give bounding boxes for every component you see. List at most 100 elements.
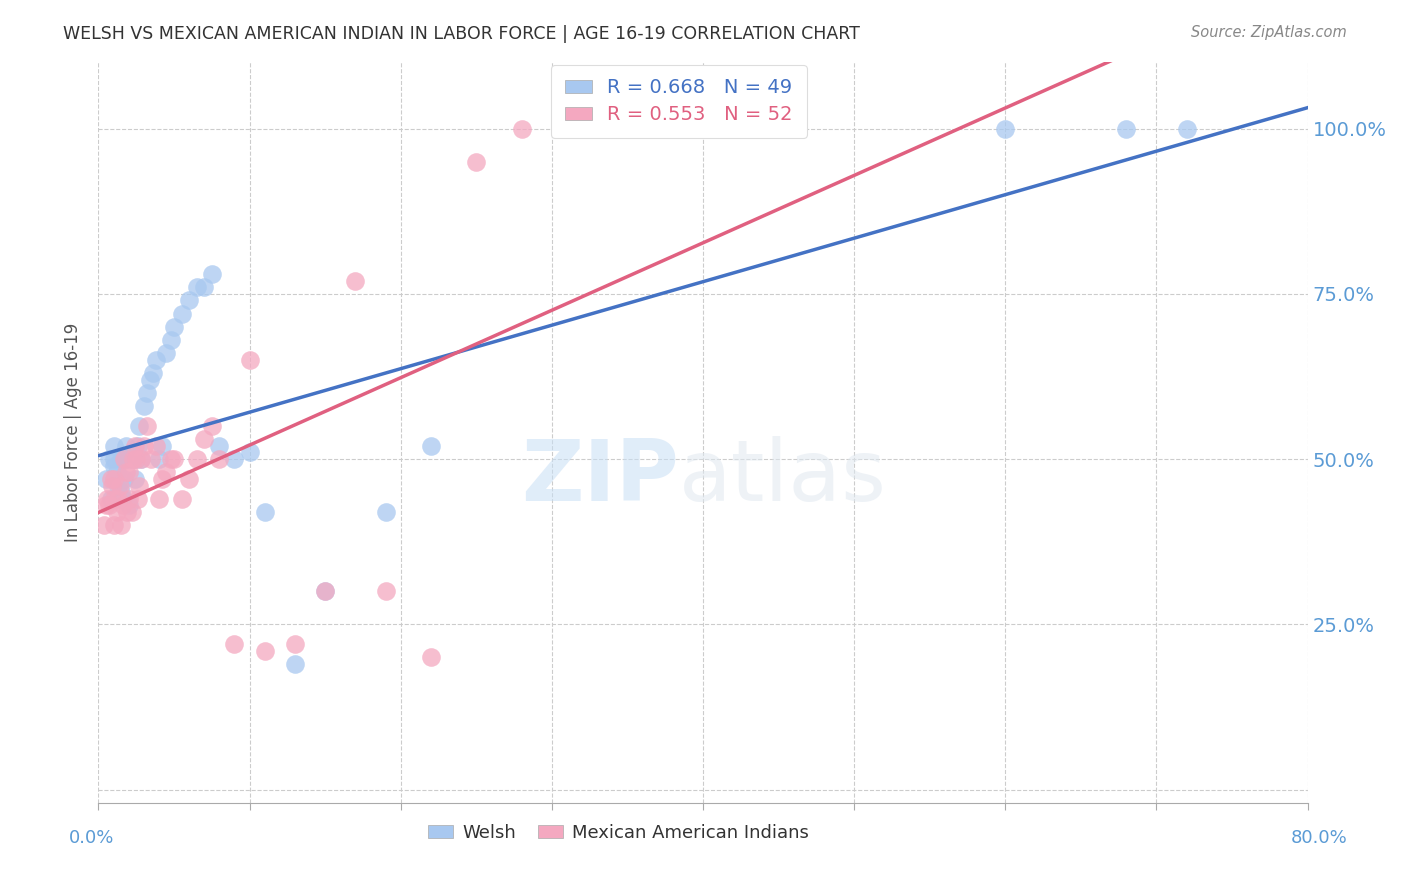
Point — [94, 499, 117, 513]
Y-axis label: In Labor Force | Age 16-19: In Labor Force | Age 16-19 — [65, 323, 83, 542]
Point — [114, 452, 136, 467]
Point — [118, 499, 141, 513]
Point — [122, 452, 145, 467]
Point — [122, 452, 145, 467]
Text: 80.0%: 80.0% — [1291, 829, 1347, 847]
Point — [125, 452, 148, 467]
Point — [193, 280, 215, 294]
Point — [155, 465, 177, 479]
Point — [201, 419, 224, 434]
Point — [253, 505, 276, 519]
Point — [145, 352, 167, 367]
Point — [114, 465, 136, 479]
Point — [150, 439, 173, 453]
Point — [129, 452, 152, 467]
Point — [100, 491, 122, 506]
Point — [224, 637, 246, 651]
Point — [284, 657, 307, 671]
Point — [128, 478, 150, 492]
Point — [110, 452, 132, 467]
Point — [163, 452, 186, 467]
Point — [103, 439, 125, 453]
Point — [208, 452, 231, 467]
Point — [103, 518, 125, 533]
Point — [107, 491, 129, 506]
Point — [186, 452, 208, 467]
Point — [148, 452, 170, 467]
Point — [103, 472, 125, 486]
Point — [163, 319, 186, 334]
Point — [103, 458, 125, 473]
Point — [100, 472, 122, 486]
Point — [160, 333, 183, 347]
Point — [127, 491, 149, 506]
Point — [110, 518, 132, 533]
Point — [115, 505, 138, 519]
Point — [155, 346, 177, 360]
Point — [98, 452, 121, 467]
Legend: Welsh, Mexican American Indians: Welsh, Mexican American Indians — [420, 817, 815, 849]
Point — [150, 472, 173, 486]
Point — [148, 491, 170, 506]
Point — [105, 465, 128, 479]
Point — [127, 439, 149, 453]
Point — [141, 452, 163, 467]
Point — [284, 637, 307, 651]
Point — [139, 373, 162, 387]
Point — [118, 452, 141, 467]
Point — [128, 419, 150, 434]
Point — [465, 154, 488, 169]
Text: WELSH VS MEXICAN AMERICAN INDIAN IN LABOR FORCE | AGE 16-19 CORRELATION CHART: WELSH VS MEXICAN AMERICAN INDIAN IN LABO… — [63, 25, 860, 43]
Point — [170, 307, 193, 321]
Point — [105, 505, 128, 519]
Point — [344, 274, 367, 288]
Point — [135, 386, 157, 401]
Point — [239, 352, 262, 367]
Point — [510, 121, 533, 136]
Point — [132, 399, 155, 413]
Point — [94, 472, 117, 486]
Point — [374, 584, 396, 599]
Text: 0.0%: 0.0% — [69, 829, 114, 847]
Point — [107, 478, 129, 492]
Point — [124, 439, 146, 453]
Point — [103, 491, 125, 506]
Point — [132, 439, 155, 453]
Point — [571, 121, 593, 136]
Point — [103, 452, 125, 467]
Point — [193, 432, 215, 446]
Point — [239, 445, 262, 459]
Text: Source: ZipAtlas.com: Source: ZipAtlas.com — [1191, 25, 1347, 40]
Point — [994, 121, 1017, 136]
Point — [93, 518, 115, 533]
Point — [112, 452, 135, 467]
Point — [125, 452, 148, 467]
Point — [179, 293, 201, 308]
Point — [1115, 121, 1137, 136]
Point — [124, 472, 146, 486]
Point — [108, 478, 131, 492]
Point — [112, 472, 135, 486]
Point — [114, 439, 136, 453]
Point — [110, 485, 132, 500]
Point — [145, 439, 167, 453]
Point — [208, 439, 231, 453]
Point — [111, 491, 134, 506]
Point — [142, 366, 165, 380]
Point — [170, 491, 193, 506]
Point — [374, 505, 396, 519]
Point — [129, 452, 152, 467]
Point — [314, 584, 336, 599]
Point — [96, 491, 118, 506]
Point — [253, 644, 276, 658]
Text: ZIP: ZIP — [522, 435, 679, 518]
Point — [101, 478, 124, 492]
Point — [98, 499, 121, 513]
Point — [118, 491, 141, 506]
Point — [420, 439, 443, 453]
Point — [314, 584, 336, 599]
Point — [224, 452, 246, 467]
Point — [420, 650, 443, 665]
Point — [111, 499, 134, 513]
Point — [1175, 121, 1198, 136]
